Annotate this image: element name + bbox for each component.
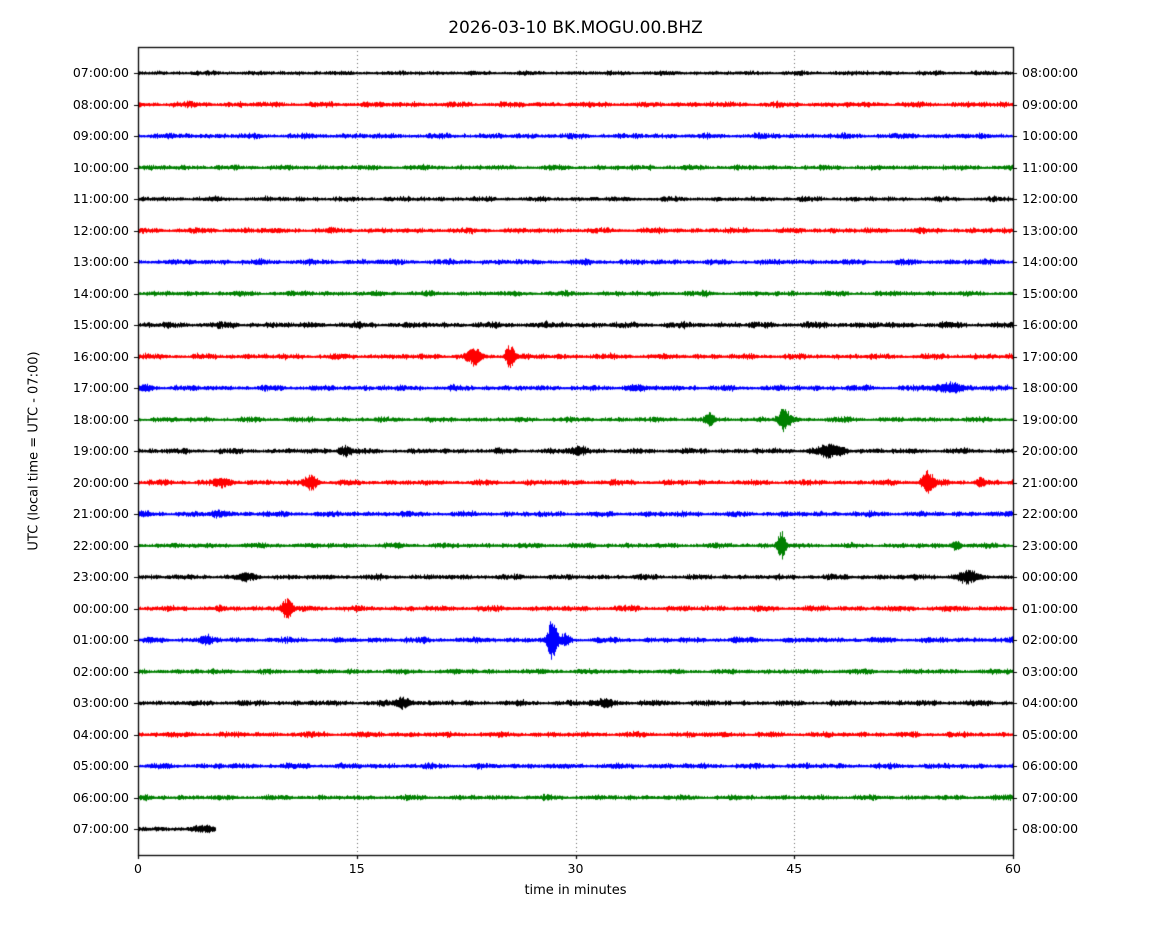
- left-time-label: 07:00:00: [72, 64, 129, 80]
- left-time-label: 14:00:00: [72, 285, 129, 301]
- right-time-label: 20:00:00: [1022, 442, 1079, 458]
- right-time-label: 16:00:00: [1022, 316, 1079, 332]
- left-time-label: 03:00:00: [72, 694, 129, 710]
- left-time-label: 16:00:00: [72, 348, 129, 364]
- left-time-label: 15:00:00: [72, 316, 129, 332]
- left-time-label: 07:00:00: [72, 820, 129, 836]
- right-time-label: 10:00:00: [1022, 127, 1079, 143]
- left-time-label: 13:00:00: [72, 253, 129, 269]
- right-time-label: 06:00:00: [1022, 757, 1079, 773]
- right-time-label: 14:00:00: [1022, 253, 1079, 269]
- left-time-label: 06:00:00: [72, 789, 129, 805]
- right-time-label: 13:00:00: [1022, 222, 1079, 238]
- x-tick-label: 45: [786, 861, 803, 876]
- x-tick-label: 0: [134, 861, 142, 876]
- right-time-label: 12:00:00: [1022, 190, 1079, 206]
- x-tick-label: 30: [567, 861, 584, 876]
- left-time-label: 19:00:00: [72, 442, 129, 458]
- left-time-label: 02:00:00: [72, 663, 129, 679]
- left-time-label: 22:00:00: [72, 537, 129, 553]
- right-time-label: 15:00:00: [1022, 285, 1079, 301]
- left-time-label: 12:00:00: [72, 222, 129, 238]
- right-time-label: 22:00:00: [1022, 505, 1079, 521]
- right-time-label: 02:00:00: [1022, 631, 1079, 647]
- right-time-label: 11:00:00: [1022, 159, 1079, 175]
- right-time-label: 23:00:00: [1022, 537, 1079, 553]
- right-time-label: 01:00:00: [1022, 600, 1079, 616]
- right-time-label: 19:00:00: [1022, 411, 1079, 427]
- right-time-label: 08:00:00: [1022, 64, 1079, 80]
- right-time-label: 18:00:00: [1022, 379, 1079, 395]
- left-time-label: 05:00:00: [72, 757, 129, 773]
- x-tick-label: 15: [348, 861, 365, 876]
- left-time-label: 00:00:00: [72, 600, 129, 616]
- left-time-label: 23:00:00: [72, 568, 129, 584]
- right-time-label: 05:00:00: [1022, 726, 1079, 742]
- left-time-label: 11:00:00: [72, 190, 129, 206]
- right-time-label: 17:00:00: [1022, 348, 1079, 364]
- right-time-label: 07:00:00: [1022, 789, 1079, 805]
- x-axis-label: time in minutes: [524, 883, 627, 898]
- left-time-label: 10:00:00: [72, 159, 129, 175]
- left-time-label: 09:00:00: [72, 127, 129, 143]
- right-time-label: 21:00:00: [1022, 474, 1079, 490]
- left-time-label: 08:00:00: [72, 96, 129, 112]
- left-time-label: 01:00:00: [72, 631, 129, 647]
- x-tick-label: 60: [1005, 861, 1021, 876]
- right-time-label: 03:00:00: [1022, 663, 1079, 679]
- left-time-label: 04:00:00: [72, 726, 129, 742]
- right-time-label: 00:00:00: [1022, 568, 1079, 584]
- right-time-label: 08:00:00: [1022, 820, 1079, 836]
- left-time-label: 21:00:00: [72, 505, 129, 521]
- left-time-label: 20:00:00: [72, 474, 129, 490]
- right-time-label: 04:00:00: [1022, 694, 1079, 710]
- left-time-label: 18:00:00: [72, 411, 129, 427]
- left-time-label: 17:00:00: [72, 379, 129, 395]
- right-time-label: 09:00:00: [1022, 96, 1079, 112]
